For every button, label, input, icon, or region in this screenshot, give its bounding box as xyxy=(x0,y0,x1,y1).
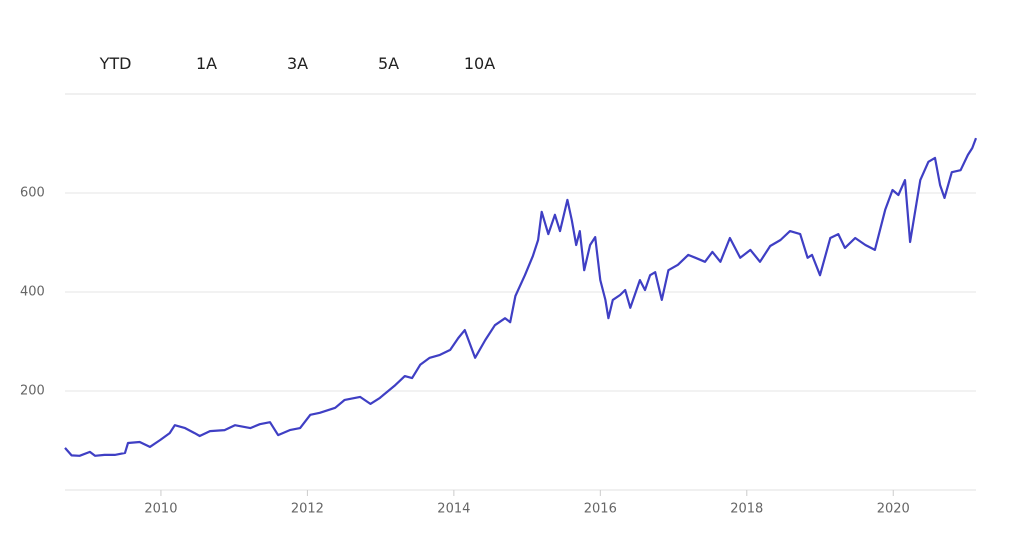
x-tick-label: 2016 xyxy=(584,502,617,517)
x-tick-label: 2010 xyxy=(144,502,177,517)
x-tick-label: 2018 xyxy=(730,502,763,517)
price-line xyxy=(64,137,978,457)
y-tick-label: 400 xyxy=(20,285,45,300)
x-tick-label: 2012 xyxy=(291,502,324,517)
x-tick-label: 2020 xyxy=(877,502,910,517)
range-button[interactable]: YTD xyxy=(70,50,161,77)
range-button[interactable]: 10A xyxy=(434,50,525,77)
range-button[interactable]: 3A xyxy=(252,50,343,77)
y-tick-label: 600 xyxy=(20,186,45,201)
range-button[interactable]: 5A xyxy=(343,50,434,77)
x-tick-label: 2014 xyxy=(437,502,470,517)
y-tick-label: 200 xyxy=(20,384,45,399)
range-buttons: YTD 1A 3A 5A 10A xyxy=(70,50,525,77)
range-button[interactable]: 1A xyxy=(161,50,252,77)
